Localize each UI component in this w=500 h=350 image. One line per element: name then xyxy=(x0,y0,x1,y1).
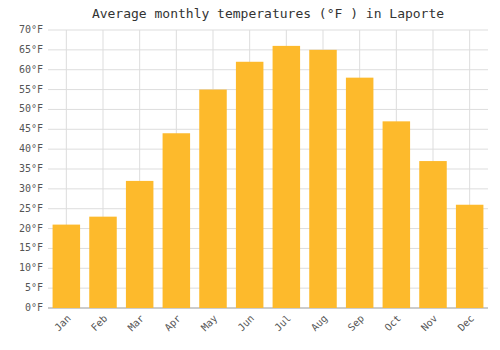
x-tick-label: Feb xyxy=(89,313,110,334)
x-tick-label: Oct xyxy=(382,313,403,334)
y-grid-line xyxy=(48,109,488,110)
x-tick-label: May xyxy=(199,313,220,334)
bar xyxy=(273,46,301,308)
x-tick-label: Jan xyxy=(52,313,73,334)
y-grid-line xyxy=(48,149,488,150)
y-tick-label: 40°F xyxy=(19,143,43,154)
y-grid-line xyxy=(48,69,488,70)
bar xyxy=(163,133,191,308)
bar xyxy=(126,181,153,308)
x-tick-label: Aug xyxy=(309,313,330,334)
y-tick-label: 70°F xyxy=(19,24,43,35)
chart-svg: 0°F 5°F 10°F 15°F 20°F 25°F 30°F 35°F 40°F 45°F 50… xyxy=(0,0,500,350)
bar xyxy=(53,225,80,308)
y-grid-line xyxy=(48,49,488,50)
bar xyxy=(309,50,337,308)
x-tick-label: Jun xyxy=(236,313,257,334)
y-tick-label: 30°F xyxy=(19,183,43,194)
bar xyxy=(456,205,484,308)
x-tick-label: Mar xyxy=(126,313,147,334)
axes: 0°F 5°F 10°F 15°F 20°F 25°F 30°F 35°F 40°F 45°F 50… xyxy=(19,24,488,333)
x-tick-label: Jul xyxy=(272,313,293,334)
y-tick-label: 55°F xyxy=(19,84,43,95)
y-tick-label: 20°F xyxy=(19,223,43,234)
x-tick-label: Apr xyxy=(162,313,183,334)
y-tick-label: 60°F xyxy=(19,64,43,75)
y-tick-label: 5°F xyxy=(25,282,43,293)
bar xyxy=(236,62,264,308)
y-tick-label: 15°F xyxy=(19,242,43,253)
y-tick-label: 45°F xyxy=(19,123,43,134)
y-tick-label: 25°F xyxy=(19,203,43,214)
y-grid-line xyxy=(48,30,488,31)
bar xyxy=(346,78,374,308)
chart-container: 0°F 5°F 10°F 15°F 20°F 25°F 30°F 35°F 40°F 45°F 50… xyxy=(0,0,500,350)
y-tick-label: 65°F xyxy=(19,44,43,55)
x-tick-label: Sep xyxy=(346,313,367,334)
y-grid-line xyxy=(48,129,488,130)
bar xyxy=(419,161,447,308)
y-tick-label: 10°F xyxy=(19,262,43,273)
x-tick-label: Nov xyxy=(419,313,440,334)
title: Average monthly temperatures (°F ) in La… xyxy=(92,6,444,21)
bars xyxy=(53,46,484,308)
y-tick-label: 0°F xyxy=(25,302,43,313)
bar xyxy=(383,121,411,308)
y-tick-label: 50°F xyxy=(19,103,43,114)
grid xyxy=(48,30,488,308)
bar xyxy=(89,217,117,308)
y-tick-label: 35°F xyxy=(19,163,43,174)
y-grid-line xyxy=(48,89,488,90)
bar xyxy=(199,90,227,308)
x-tick-label: Dec xyxy=(456,313,477,334)
